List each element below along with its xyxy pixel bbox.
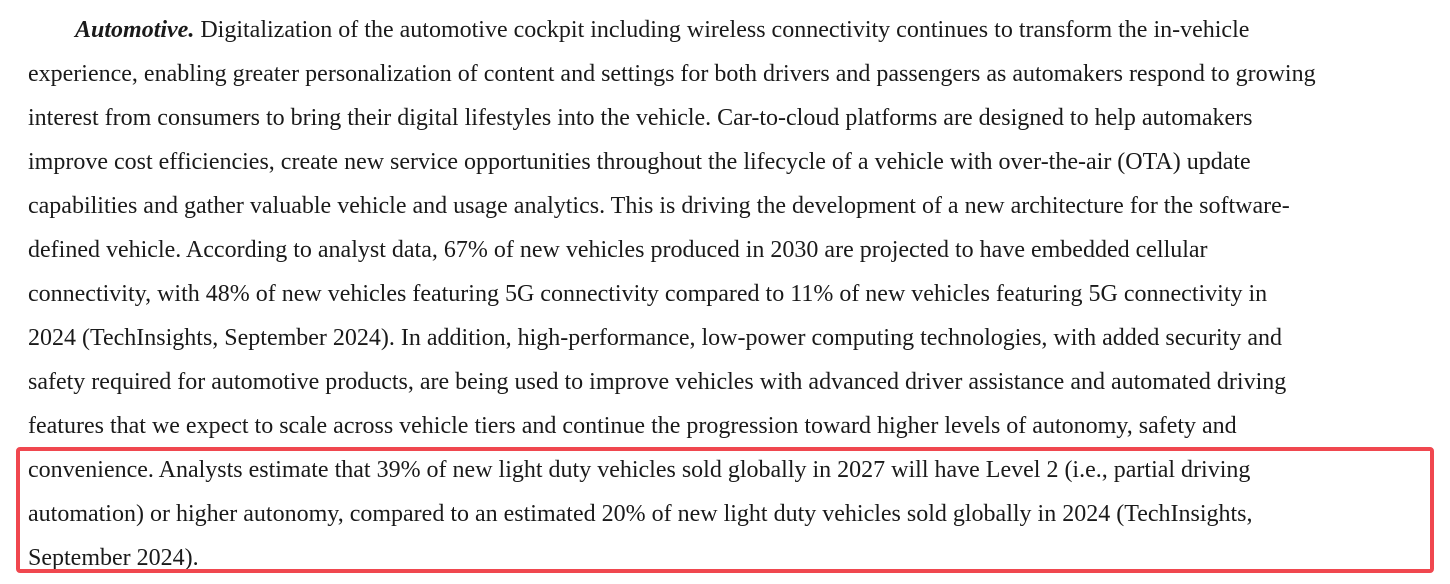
- paragraph-lead-term: Automotive.: [75, 17, 195, 43]
- paragraph-line-10: features that we expect to scale across …: [28, 413, 1237, 439]
- paragraph-line-13: September 2024).: [28, 545, 199, 571]
- paragraph-line-2: experience, enabling greater personaliza…: [28, 61, 1316, 87]
- paragraph-line-5: capabilities and gather valuable vehicle…: [28, 193, 1290, 219]
- paragraph-line-9: safety required for automotive products,…: [28, 369, 1287, 395]
- paragraph-line-7: connectivity, with 48% of new vehicles f…: [28, 281, 1268, 307]
- paragraph-line-8: 2024 (TechInsights, September 2024). In …: [28, 325, 1282, 351]
- paragraph-line-12: automation) or higher autonomy, compared…: [28, 501, 1253, 527]
- paragraph-line-11: convenience. Analysts estimate that 39% …: [28, 457, 1251, 483]
- paragraph-line-6: defined vehicle. According to analyst da…: [28, 237, 1208, 263]
- paragraph-line-3: interest from consumers to bring their d…: [28, 105, 1253, 131]
- paragraph-line-1-text: Digitalization of the automotive cockpit…: [194, 17, 1250, 43]
- paragraph-line-1: Automotive. Digitalization of the automo…: [75, 15, 1249, 45]
- paragraph-line-4: improve cost efficiencies, create new se…: [28, 149, 1251, 175]
- highlight-box: [16, 447, 1434, 573]
